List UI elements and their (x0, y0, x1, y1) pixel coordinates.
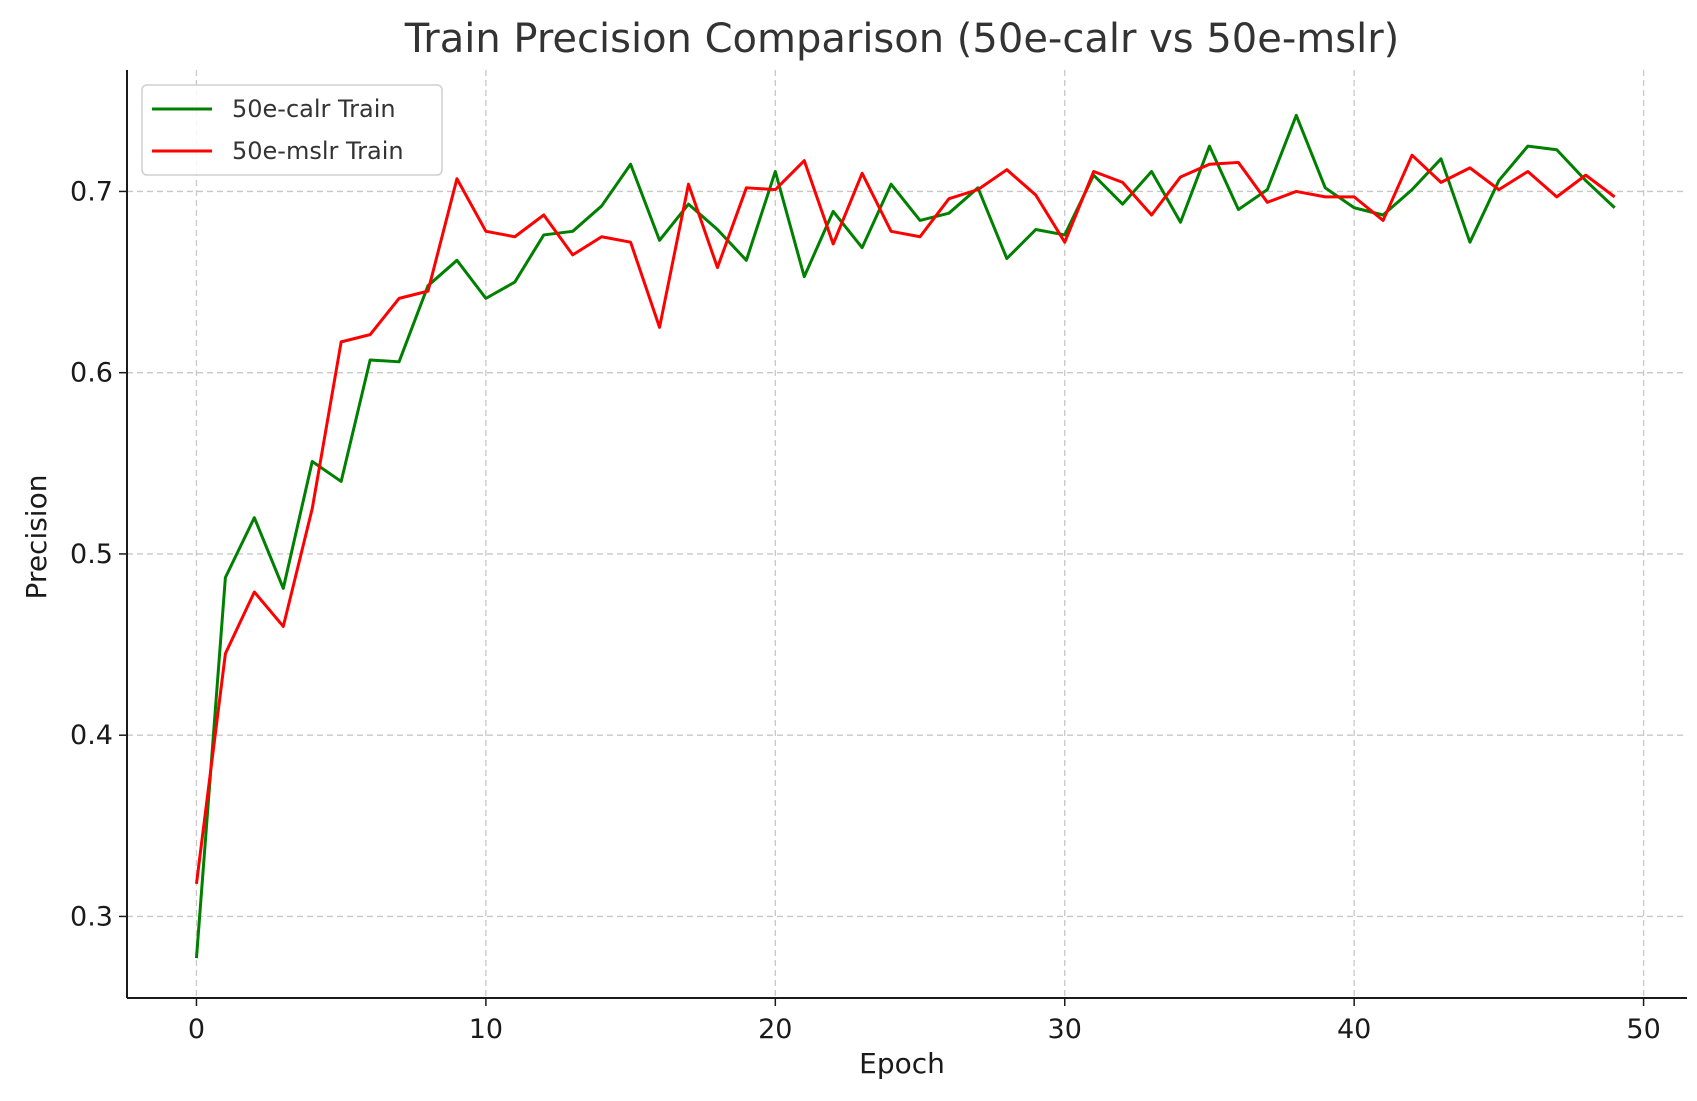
x-axis-title: Epoch (859, 1047, 945, 1080)
x-tick-labels: 0 10 20 30 40 50 (188, 1014, 1661, 1045)
x-tick-label: 50 (1626, 1014, 1660, 1045)
x-tick-label: 10 (469, 1014, 503, 1045)
x-tick-label: 20 (758, 1014, 792, 1045)
axes (119, 70, 1687, 1006)
grid-lines (127, 70, 1687, 998)
legend-box (141, 84, 443, 176)
y-tick-label: 0.5 (70, 539, 113, 570)
series-lines (194, 113, 1616, 959)
series-line-1 (194, 113, 1616, 959)
series-line-2 (194, 153, 1616, 884)
legend-label: 50e-mslr Train (232, 137, 404, 165)
legend: 50e-calr Train 50e-mslr Train (141, 84, 443, 176)
x-tick-label: 30 (1048, 1014, 1082, 1045)
y-tick-labels: 0.3 0.4 0.5 0.6 0.7 (70, 176, 113, 932)
x-tick-label: 0 (188, 1014, 205, 1045)
x-tick-label: 40 (1337, 1014, 1371, 1045)
y-tick-label: 0.6 (70, 358, 113, 389)
y-axis-title: Precision (20, 475, 53, 600)
y-tick-label: 0.7 (70, 176, 113, 207)
y-tick-label: 0.3 (70, 901, 113, 932)
legend-label: 50e-calr Train (232, 95, 396, 123)
y-tick-label: 0.4 (70, 720, 113, 751)
chart-title: Train Precision Comparison (50e-calr vs … (404, 16, 1400, 62)
